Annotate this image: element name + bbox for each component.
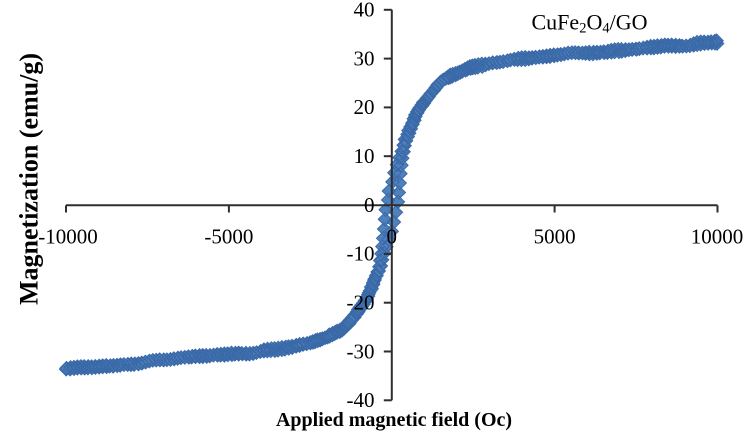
svg-text:-10: -10 [347,242,375,266]
svg-text:40: 40 [354,0,375,22]
svg-text:-10000: -10000 [38,225,98,249]
svg-text:-30: -30 [347,339,375,363]
svg-text:10000: 10000 [691,225,744,249]
svg-text:0: 0 [387,225,398,249]
svg-text:20: 20 [354,95,375,119]
svg-text:-20: -20 [347,291,375,315]
svg-text:-5000: -5000 [204,225,253,249]
svg-text:0: 0 [364,193,375,217]
svg-text:Applied magnetic field (Oc): Applied magnetic field (Oc) [276,409,512,431]
svg-text:30: 30 [354,46,375,70]
svg-text:5000: 5000 [534,225,576,249]
svg-text:CuFe2O4/GO: CuFe2O4/GO [532,10,648,37]
svg-text:Magnetization (emu/g): Magnetization (emu/g) [15,53,44,305]
svg-text:-40: -40 [347,388,375,412]
svg-text:10: 10 [354,144,375,168]
